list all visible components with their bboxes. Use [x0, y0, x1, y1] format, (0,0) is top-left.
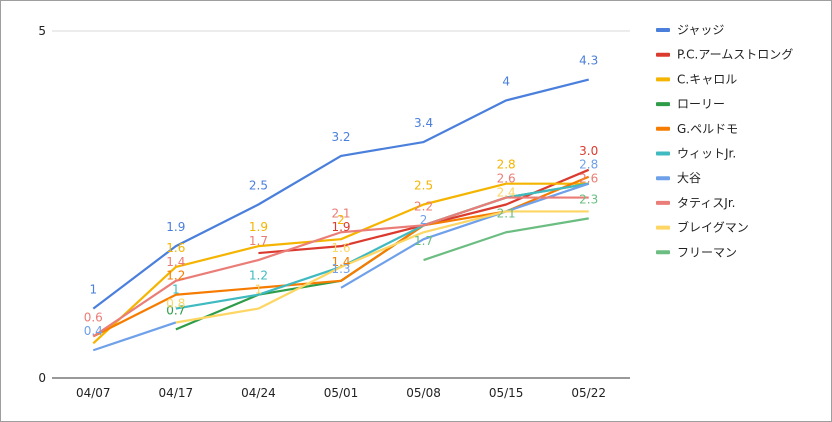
data-label: 2.5 — [414, 179, 433, 193]
x-tick-label: 04/24 — [241, 386, 276, 400]
data-label: 1.9 — [166, 220, 185, 234]
data-label: 0.8 — [166, 296, 185, 310]
legend-label: ウィットJr. — [677, 147, 736, 161]
x-tick-label: 05/22 — [571, 386, 606, 400]
data-label: 1 — [255, 283, 263, 297]
series-line — [92, 78, 589, 310]
data-label: 1.9 — [331, 220, 350, 234]
data-label: 1.6 — [331, 241, 350, 255]
series-line — [92, 321, 177, 352]
legend-swatch — [656, 77, 670, 82]
legend-swatch — [656, 151, 670, 156]
legend-swatch — [656, 52, 670, 57]
data-label: 1.6 — [166, 241, 185, 255]
data-label: 4.3 — [579, 54, 598, 68]
data-label: 0.4 — [84, 324, 103, 338]
legend-label: 大谷 — [677, 171, 701, 185]
data-label: 2.8 — [579, 158, 598, 172]
data-label: 2 — [337, 213, 345, 227]
data-label: 1.3 — [331, 262, 350, 276]
data-label: 0.7 — [166, 303, 185, 317]
legend-swatch — [656, 126, 670, 131]
legend-label: タティスJr. — [677, 196, 735, 210]
y-tick-label: 5 — [38, 24, 46, 38]
data-label: 2 — [420, 213, 428, 227]
legend-swatch — [656, 200, 670, 205]
data-label: 1 — [89, 283, 97, 297]
data-label: 3.2 — [331, 130, 350, 144]
series-line — [175, 210, 589, 324]
legend-swatch — [656, 250, 670, 255]
x-tick-label: 04/17 — [159, 386, 194, 400]
data-label: 2.3 — [579, 192, 598, 206]
data-label: 2.6 — [497, 172, 516, 186]
x-tick-label: 05/15 — [489, 386, 524, 400]
data-label: 1.7 — [414, 234, 433, 248]
data-label: 3.0 — [579, 144, 598, 158]
data-label: 3.4 — [414, 116, 433, 130]
legend-label: G.ペルドモ — [677, 122, 738, 136]
data-label: 1.4 — [331, 255, 350, 269]
legend-swatch — [656, 28, 670, 32]
series-line — [92, 182, 589, 345]
data-label: 2.4 — [497, 185, 516, 199]
data-label: 1.4 — [166, 255, 185, 269]
legend-swatch — [656, 102, 670, 107]
legend-label: ジャッジ — [677, 23, 724, 37]
legend-label: ローリー — [677, 97, 725, 111]
series-line — [175, 182, 589, 310]
data-label: 1.2 — [249, 269, 268, 283]
data-label: 2.1 — [497, 206, 516, 220]
legend-label: ブレイグマン — [677, 220, 749, 235]
data-label: 1.9 — [249, 220, 268, 234]
data-label: 2.8 — [497, 158, 516, 172]
data-label: 1.7 — [249, 234, 268, 248]
data-label: 1.2 — [166, 269, 185, 283]
x-tick-label: 05/01 — [324, 386, 359, 400]
x-tick-label: 04/07 — [76, 386, 111, 400]
legend-label: C.キャロル — [677, 72, 737, 86]
x-tick-label: 05/08 — [406, 386, 441, 400]
data-label: 2.1 — [331, 206, 350, 220]
data-label: 2.5 — [249, 179, 268, 193]
series-line — [92, 196, 589, 338]
legend-label: P.C.アームストロング — [677, 48, 793, 62]
y-tick-label: 0 — [38, 371, 46, 385]
data-label: 2.2 — [414, 199, 433, 213]
series-line — [423, 217, 589, 262]
legend-label: フリーマン — [677, 245, 737, 259]
data-label: 1 — [172, 283, 180, 297]
data-label: 4 — [502, 74, 510, 88]
legend-swatch — [656, 176, 670, 181]
data-label: 0.6 — [84, 310, 103, 324]
legend-swatch — [656, 225, 670, 230]
data-label: 2.6 — [579, 172, 598, 186]
